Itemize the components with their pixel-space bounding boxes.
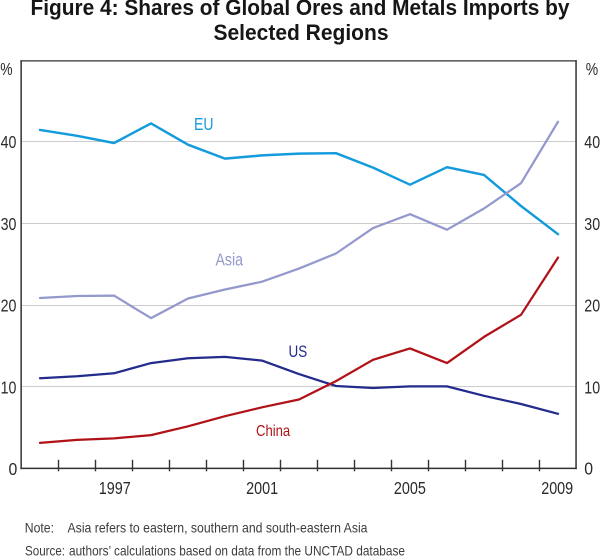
- svg-text:US: US: [289, 343, 308, 361]
- svg-text:10: 10: [584, 378, 600, 398]
- svg-text:Selected Regions: Selected Regions: [214, 20, 389, 45]
- svg-text:Source:: Source:: [25, 542, 65, 558]
- svg-text:30: 30: [1, 214, 17, 234]
- svg-text:2005: 2005: [394, 478, 426, 498]
- svg-text:Figure 4: Shares of Global Ore: Figure 4: Shares of Global Ores and Meta…: [31, 0, 571, 20]
- svg-text:40: 40: [584, 132, 600, 152]
- svg-text:1997: 1997: [99, 478, 131, 498]
- svg-text:Asia refers to eastern, southe: Asia refers to eastern, southern and sou…: [68, 519, 368, 535]
- svg-text:40: 40: [1, 132, 17, 152]
- svg-text:Note:: Note:: [25, 519, 54, 535]
- svg-text:10: 10: [1, 378, 17, 398]
- svg-text:China: China: [256, 423, 290, 440]
- svg-text:20: 20: [584, 296, 600, 316]
- svg-text:%: %: [0, 59, 12, 79]
- svg-text:30: 30: [584, 214, 600, 234]
- svg-text:20: 20: [1, 296, 17, 316]
- svg-text:EU: EU: [194, 114, 214, 134]
- svg-text:Asia: Asia: [216, 250, 244, 270]
- svg-text:2001: 2001: [246, 478, 278, 498]
- svg-text:authors’ calculations based on: authors’ calculations based on data from…: [69, 542, 405, 558]
- svg-text:0: 0: [9, 459, 18, 479]
- svg-text:%: %: [586, 59, 598, 79]
- svg-text:0: 0: [584, 459, 593, 479]
- svg-text:2009: 2009: [541, 478, 573, 498]
